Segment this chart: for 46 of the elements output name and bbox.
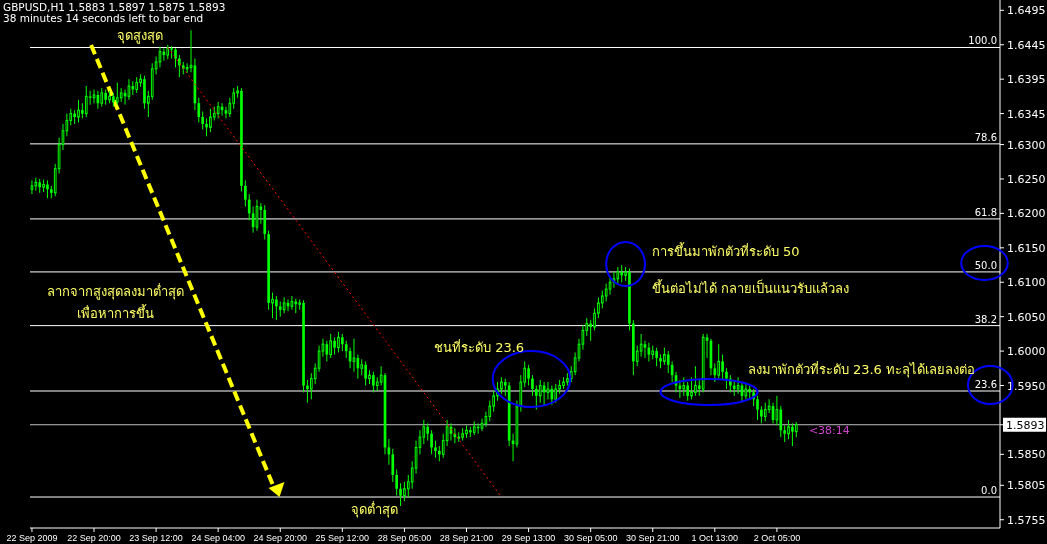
y-tick-label: 1.6100 bbox=[1007, 276, 1046, 290]
y-tick-label: 1.6395 bbox=[1007, 73, 1046, 87]
annotation: เพื่อหาการขึ้น bbox=[76, 304, 154, 321]
x-tick-label: 28 Sep 05:00 bbox=[377, 533, 432, 543]
annotation: 38.2 bbox=[974, 313, 997, 325]
annotation: จุดต่ำสุด bbox=[350, 501, 398, 518]
x-tick-label: 23 Sep 12:00 bbox=[129, 533, 183, 543]
annotation: จุดสูงสุด bbox=[116, 28, 163, 44]
y-tick-label: 1.6000 bbox=[1007, 345, 1046, 359]
y-tick-label: 1.5893 bbox=[1006, 418, 1045, 432]
y-tick-label: 1.5755 bbox=[1007, 513, 1046, 527]
y-tick-label: 1.6345 bbox=[1007, 107, 1046, 121]
annotation: 61.8 bbox=[974, 206, 997, 218]
annotation: 50.0 bbox=[974, 259, 997, 271]
chart-title: GBPUSD,H1 1.5883 1.5897 1.5875 1.5893 bbox=[3, 1, 226, 13]
y-tick-label: 1.6300 bbox=[1007, 138, 1046, 152]
annotation: ชนที่ระดับ 23.6 bbox=[434, 339, 525, 355]
x-tick-label: 24 Sep 04:00 bbox=[191, 533, 245, 543]
y-tick-label: 1.6050 bbox=[1007, 310, 1046, 324]
x-tick-label: 22 Sep 20:00 bbox=[67, 533, 121, 543]
x-tick-label: 30 Sep 05:00 bbox=[563, 533, 618, 543]
y-tick-label: 1.6150 bbox=[1007, 241, 1046, 255]
y-tick-label: 1.6495 bbox=[1007, 4, 1046, 18]
x-tick-label: 1 Oct 13:00 bbox=[691, 533, 739, 543]
y-tick-label: 1.5805 bbox=[1007, 479, 1046, 493]
x-tick-label: 22 Sep 2009 bbox=[6, 533, 58, 543]
x-tick-label: 2 Oct 05:00 bbox=[753, 533, 801, 543]
annotation: <38:14 bbox=[808, 424, 850, 437]
annotation: การขึ้นมาพักตัวที่ระดับ 50 bbox=[651, 242, 800, 259]
y-tick-label: 1.6200 bbox=[1007, 207, 1046, 221]
annotation: 0.0 bbox=[981, 485, 997, 497]
x-tick-label: 30 Sep 21:00 bbox=[625, 533, 680, 543]
x-tick-label: 24 Sep 20:00 bbox=[253, 533, 308, 543]
text: 38 minutes 14 seconds left to bar end bbox=[3, 12, 204, 24]
annotation: ลากจากสูงสุดลงมาต่ำสุด bbox=[46, 283, 184, 300]
annotation: ขึ้นต่อไม่ได้ กลายเป็นแนวรับแล้วลง bbox=[651, 279, 849, 296]
annotation: ลงมาพักตัวที่ระดับ 23.6 ทะลุได้เลยลงต่อ bbox=[747, 361, 976, 378]
y-tick-label: 1.6445 bbox=[1007, 38, 1046, 52]
annotation: 23.6 bbox=[974, 379, 997, 391]
y-tick-label: 1.5850 bbox=[1007, 448, 1046, 462]
annotation: 78.6 bbox=[974, 131, 997, 143]
annotation: 100.0 bbox=[968, 35, 997, 47]
x-tick-label: 29 Sep 13:00 bbox=[501, 533, 556, 543]
x-tick-label: 28 Sep 21:00 bbox=[439, 533, 494, 543]
y-tick-label: 1.6250 bbox=[1007, 172, 1046, 186]
x-tick-label: 25 Sep 12:00 bbox=[315, 533, 370, 543]
